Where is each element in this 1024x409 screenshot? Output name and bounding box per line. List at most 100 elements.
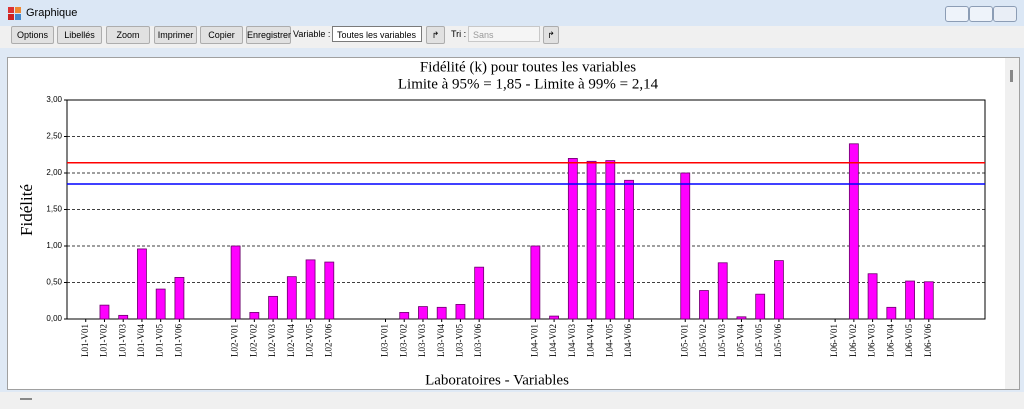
print-button[interactable]: Imprimer bbox=[154, 26, 197, 44]
x-tick-label: L02-V01 bbox=[230, 324, 240, 357]
x-tick-label: L01-V04 bbox=[136, 324, 146, 357]
variable-select[interactable]: Toutes les variables bbox=[332, 26, 422, 42]
bar bbox=[905, 280, 915, 320]
sort-select: Sans bbox=[468, 26, 540, 42]
x-tick-label: L01-V03 bbox=[117, 324, 127, 357]
bar bbox=[455, 303, 466, 320]
x-tick-label: L05-V02 bbox=[698, 324, 708, 357]
x-tick-label: L01-V02 bbox=[99, 324, 109, 357]
x-tick-label: L03-V01 bbox=[380, 324, 390, 357]
x-tick-label: L02-V05 bbox=[305, 324, 315, 357]
x-tick-label: L03-V06 bbox=[473, 324, 483, 357]
x-tick-label: L02-V04 bbox=[286, 324, 296, 357]
bar bbox=[268, 295, 278, 320]
x-tick-label: L04-V03 bbox=[567, 324, 577, 357]
y-axis-label: Fidélité bbox=[17, 184, 36, 236]
y-tick-label: 0,00 bbox=[46, 314, 62, 323]
bar bbox=[174, 276, 185, 320]
bar bbox=[99, 304, 110, 320]
bar bbox=[624, 179, 634, 320]
y-tick-label: 0,50 bbox=[46, 278, 62, 287]
x-tick-label: L01-V05 bbox=[155, 324, 165, 357]
bar bbox=[530, 245, 541, 320]
x-tick-label: L06-V05 bbox=[904, 324, 914, 357]
bar bbox=[399, 312, 410, 320]
chart-subtitle: Limite à 95% = 1,85 - Limite à 99% = 2,1… bbox=[398, 76, 659, 92]
x-tick-label: L05-V05 bbox=[754, 324, 764, 357]
copy-button[interactable]: Copier bbox=[200, 26, 243, 44]
x-tick-label: L03-V03 bbox=[417, 324, 427, 357]
x-tick-label: L03-V02 bbox=[398, 324, 408, 357]
minimize-button[interactable] bbox=[945, 6, 969, 22]
x-tick-label: L04-V05 bbox=[604, 324, 614, 357]
bar bbox=[586, 160, 597, 320]
labels-button[interactable]: Libellés bbox=[57, 26, 102, 44]
zoom-button[interactable]: Zoom bbox=[106, 26, 150, 44]
bar bbox=[249, 312, 260, 320]
x-tick-label: L02-V06 bbox=[323, 324, 333, 357]
bar bbox=[867, 273, 878, 320]
x-tick-label: L01-V01 bbox=[80, 324, 90, 357]
variable-label: Variable : bbox=[293, 29, 331, 39]
sort-refresh-button[interactable]: ↱ bbox=[543, 26, 559, 44]
chart: Fidélité (k) pour toutes les variables L… bbox=[17, 59, 986, 388]
options-button[interactable]: Options bbox=[11, 26, 54, 44]
x-tick-label: L06-V01 bbox=[829, 324, 839, 357]
bar bbox=[324, 261, 335, 320]
x-tick-label: L04-V04 bbox=[586, 324, 596, 357]
x-tick-label: L06-V03 bbox=[867, 324, 877, 357]
bar bbox=[680, 172, 691, 320]
bar bbox=[567, 158, 578, 320]
x-tick-label: L06-V06 bbox=[923, 324, 933, 357]
x-tick-label: L02-V03 bbox=[267, 324, 277, 357]
bar bbox=[755, 293, 766, 320]
x-tick-label: L05-V03 bbox=[717, 324, 727, 357]
x-tick-label: L06-V04 bbox=[885, 324, 895, 357]
y-tick-label: 2,50 bbox=[46, 132, 62, 141]
status-bar bbox=[0, 392, 1024, 409]
save-button[interactable]: Enregistrer bbox=[246, 26, 291, 44]
x-tick-label: L01-V06 bbox=[173, 324, 183, 357]
bar bbox=[118, 314, 129, 320]
bar bbox=[717, 262, 728, 320]
bar bbox=[774, 260, 784, 320]
sort-label: Tri : bbox=[451, 29, 467, 39]
app-icon bbox=[8, 7, 21, 20]
bar bbox=[605, 160, 616, 320]
toolbar: Options Libellés Zoom Imprimer Copier En… bbox=[0, 26, 1024, 48]
chart-panel: Fidélité (k) pour toutes les variables L… bbox=[7, 57, 1020, 390]
bar bbox=[736, 316, 747, 320]
x-tick-label: L02-V02 bbox=[248, 324, 258, 357]
bar bbox=[230, 245, 241, 320]
bar bbox=[886, 306, 897, 320]
bar bbox=[848, 143, 859, 320]
x-tick-label: L04-V02 bbox=[548, 324, 558, 357]
bar bbox=[436, 306, 447, 320]
x-tick-label: L03-V05 bbox=[454, 324, 464, 357]
chart-title: Fidélité (k) pour toutes les variables bbox=[420, 59, 636, 75]
x-axis-label: Laboratoires - Variables bbox=[425, 372, 569, 388]
x-tick-label: L06-V02 bbox=[848, 324, 858, 357]
y-tick-label: 2,00 bbox=[46, 168, 62, 177]
refresh-button[interactable]: ↱ bbox=[426, 26, 445, 44]
x-tick-label: L05-V01 bbox=[679, 324, 689, 357]
x-tick-label: L04-V01 bbox=[529, 324, 539, 357]
bar bbox=[699, 290, 709, 320]
close-button[interactable] bbox=[993, 6, 1017, 22]
scrollbar[interactable] bbox=[1005, 58, 1019, 389]
bar bbox=[286, 276, 297, 320]
x-tick-label: L04-V06 bbox=[623, 324, 633, 357]
bar bbox=[923, 281, 934, 320]
x-tick-label: L05-V04 bbox=[736, 324, 746, 357]
x-tick-label: L05-V06 bbox=[773, 324, 783, 357]
bar bbox=[474, 266, 485, 320]
window-title: Graphique bbox=[26, 7, 78, 19]
y-tick-label: 1,00 bbox=[46, 241, 62, 250]
bar bbox=[305, 259, 316, 320]
x-tick-label: L03-V04 bbox=[436, 324, 446, 357]
restore-button[interactable] bbox=[969, 6, 993, 22]
bar bbox=[155, 288, 166, 320]
title-bar: Graphique bbox=[0, 0, 1024, 26]
y-tick-label: 1,50 bbox=[46, 205, 62, 214]
